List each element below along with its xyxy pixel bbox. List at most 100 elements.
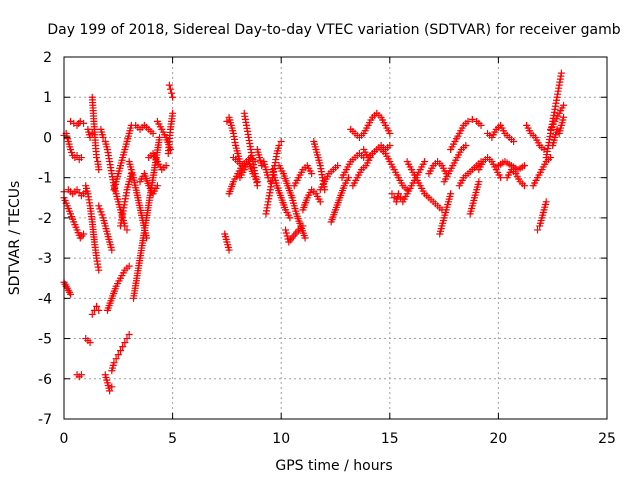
data-point [275,141,283,149]
data-point [520,182,528,190]
data-point [67,290,75,298]
data-point [397,194,405,202]
data-point [282,229,290,237]
y-axis-label: SDTVAR / TECUs [7,181,23,296]
data-point [388,190,396,198]
x-tick-label: 20 [489,431,507,447]
y-tick-label: -2 [38,211,52,227]
data-point [80,119,88,127]
data-point [462,141,470,149]
data-point [95,306,103,314]
y-tick-label: 0 [43,130,52,146]
data-point [497,174,505,182]
data-point [153,182,161,190]
y-tick-label: 1 [43,90,52,106]
data-point [166,85,174,93]
data-point [510,137,518,145]
data-point [121,339,129,347]
data-point [253,182,261,190]
data-point [125,262,133,270]
data-point [464,117,472,125]
data-point [149,129,157,137]
data-point [533,226,541,234]
x-tick-label: 25 [598,431,616,447]
data-point [77,371,85,379]
data-point [308,170,316,178]
data-point [119,343,127,351]
data-point [156,133,164,141]
data-point [95,266,103,274]
data-point [108,246,116,254]
x-tick-label: 10 [272,431,290,447]
x-axis-label: GPS time / hours [275,458,392,474]
data-point [77,154,85,162]
data-point [162,162,170,170]
data-point [475,178,483,186]
data-point [168,89,176,97]
data-point [542,198,550,206]
data-point [95,166,103,174]
data-point [394,190,402,198]
data-point [283,232,291,240]
data-point [447,190,455,198]
data-point [110,359,118,367]
data-point [560,101,568,109]
y-tick-label: -6 [38,372,52,388]
data-point [282,226,290,234]
data-point [165,81,173,89]
data-point [80,230,88,238]
data-point [520,162,528,170]
x-tick-label: 15 [381,431,399,447]
y-tick-label: 2 [43,50,52,66]
data-point [88,310,96,318]
x-tick-label: 0 [60,431,69,447]
chart-title: Day 199 of 2018, Sidereal Day-to-day VTE… [47,22,620,38]
data-point [301,234,309,242]
y-tick-label: -3 [38,251,52,267]
data-point [286,214,294,222]
y-tick-label: -4 [38,291,52,307]
data-point [68,149,76,157]
data-point [334,162,342,170]
data-point [114,351,122,359]
data-point [86,339,94,347]
plot-frame [63,56,608,420]
data-point [98,211,106,219]
data-point [299,222,307,230]
data-point [477,121,485,129]
data-point [67,146,75,154]
data-point [97,208,105,216]
data-point [123,335,131,343]
data-point [99,133,107,141]
data-point [386,141,394,149]
data-point [421,158,429,166]
data-point [95,202,103,210]
y-tick-label: -5 [38,332,52,348]
data-point [108,383,116,391]
data-point [557,69,565,77]
data-point [386,129,394,137]
data-point [106,387,114,395]
data-point [96,205,104,213]
y-tick-label: -1 [38,171,52,187]
data-point [112,355,120,363]
data-point [116,347,124,355]
data-point [169,109,177,117]
data-point [225,246,233,254]
data-point [93,154,101,162]
data-point [169,93,177,101]
data-point [277,137,285,145]
data-point [316,198,324,206]
data-point [345,174,353,182]
data-markers [60,69,568,395]
data-point [560,113,568,121]
data-point [93,302,101,310]
data-point [468,115,476,123]
y-tick-label: -7 [38,412,52,428]
data-point [73,152,81,160]
data-point [123,226,131,234]
data-point [125,331,133,339]
